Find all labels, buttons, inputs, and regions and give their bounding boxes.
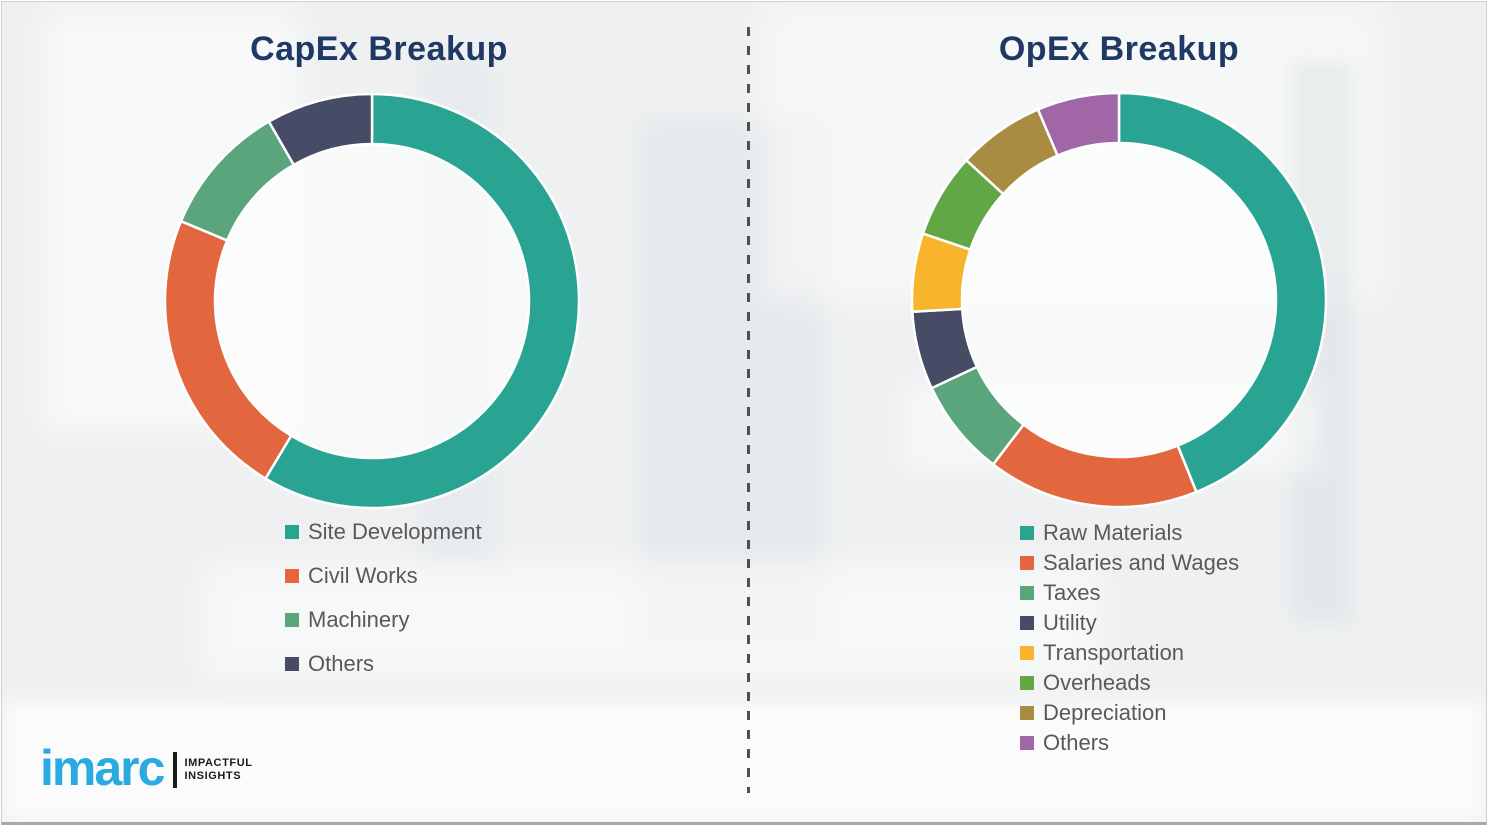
capex-legend: Site Development Civil Works Machinery Othe…	[285, 510, 482, 686]
legend-item-civil-works: Civil Works	[285, 554, 482, 598]
logo-tagline-line2: INSIGHTS	[184, 770, 242, 782]
imarc-logo: imarc IMPACTFUL INSIGHTS	[40, 742, 253, 794]
legend-swatch-civil-works	[285, 569, 299, 583]
legend-item-others: Others	[1020, 728, 1239, 758]
legend-swatch-raw-materials	[1020, 526, 1034, 540]
capex-donut-chart	[163, 92, 581, 510]
legend-label-site-development: Site Development	[308, 519, 482, 544]
legend-item-utility: Utility	[1020, 608, 1239, 638]
legend-label-salaries-and-wages: Salaries and Wages	[1043, 550, 1240, 575]
legend-item-others: Others	[285, 642, 482, 686]
legend-label-depreciation: Depreciation	[1043, 700, 1167, 725]
legend-swatch-utility	[1020, 616, 1034, 630]
legend-label-transportation: Transportation	[1043, 640, 1185, 665]
donut-hole	[215, 144, 529, 458]
legend-item-raw-materials: Raw Materials	[1020, 518, 1239, 548]
legend-label-civil-works: Civil Works	[308, 563, 418, 588]
background-watermark	[642, 122, 822, 642]
legend-swatch-taxes	[1020, 586, 1034, 600]
opex-legend: Raw Materials Salaries and Wages Taxes Util…	[1020, 518, 1239, 758]
legend-swatch-others	[1020, 736, 1034, 750]
legend-label-machinery: Machinery	[308, 607, 410, 632]
opex-donut-chart	[910, 91, 1328, 509]
donut-segment-others	[267, 92, 374, 167]
legend-item-transportation: Transportation	[1020, 638, 1239, 668]
legend-item-depreciation: Depreciation	[1020, 698, 1239, 728]
vertical-dashed-divider	[747, 27, 750, 793]
legend-item-machinery: Machinery	[285, 598, 482, 642]
donut-segment-site-development	[264, 92, 581, 510]
legend-swatch-site-development	[285, 525, 299, 539]
legend-label-taxes: Taxes	[1043, 580, 1101, 605]
logo-tagline-line1: IMPACTFUL	[184, 757, 253, 769]
legend-swatch-depreciation	[1020, 706, 1034, 720]
donut-segment-raw-materials	[1117, 91, 1328, 494]
legend-item-salaries-and-wages: Salaries and Wages	[1020, 548, 1239, 578]
logo-divider-bar	[173, 752, 178, 788]
legend-swatch-machinery	[285, 613, 299, 627]
legend-item-overheads: Overheads	[1020, 668, 1239, 698]
legend-item-site-development: Site Development	[285, 510, 482, 554]
legend-label-utility: Utility	[1043, 610, 1097, 635]
legend-label-others: Others	[308, 651, 375, 676]
legend-label-others: Others	[1043, 730, 1110, 755]
legend-swatch-overheads	[1020, 676, 1034, 690]
logo-tagline: IMPACTFUL INSIGHTS	[184, 757, 252, 783]
donut-segment-others	[1036, 91, 1121, 157]
legend-swatch-salaries-and-wages	[1020, 556, 1034, 570]
capex-title: CapEx Breakup	[250, 30, 508, 68]
opex-title: OpEx Breakup	[998, 30, 1240, 68]
legend-swatch-transportation	[1020, 646, 1034, 660]
legend-label-raw-materials: Raw Materials	[1043, 520, 1183, 545]
legend-label-overheads: Overheads	[1043, 670, 1151, 695]
imarc-logo-text: imarc	[40, 740, 165, 796]
legend-item-taxes: Taxes	[1020, 578, 1239, 608]
legend-swatch-others	[285, 657, 299, 671]
donut-hole	[962, 143, 1276, 457]
